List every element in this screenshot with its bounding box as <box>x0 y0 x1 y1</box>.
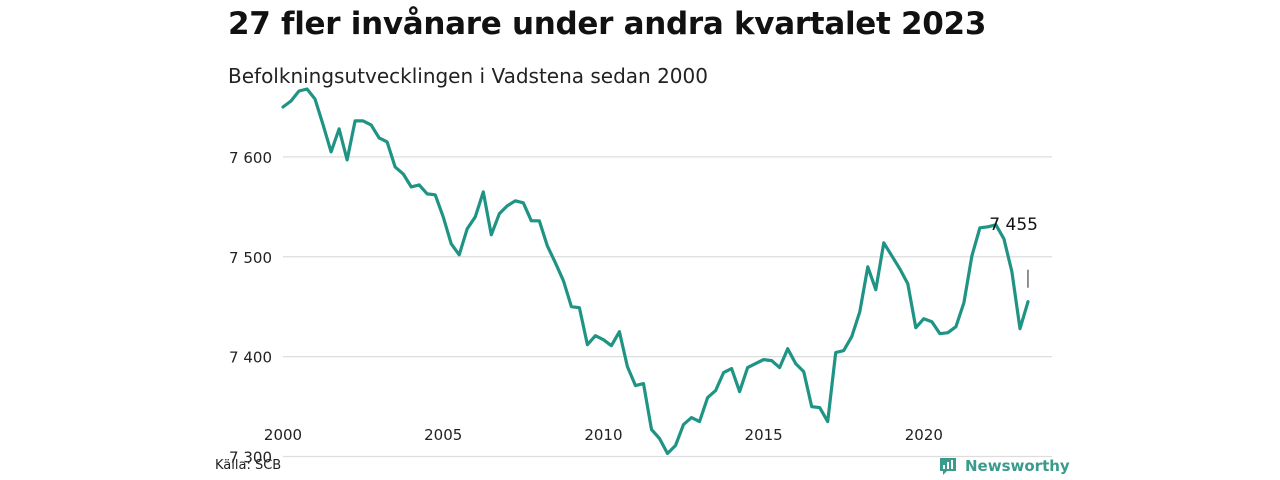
annotation-layer: 7 455 <box>989 215 1038 288</box>
source-note: Källa: SCB <box>215 458 282 473</box>
brand-name: Newsworthy <box>965 457 1070 475</box>
x-axis-ticks: 2000 2005 2010 2015 2020 <box>264 426 943 444</box>
y-tick-label: 7 300 <box>229 449 272 467</box>
x-tick-label: 2005 <box>424 426 462 444</box>
brand-logo[interactable]: Newsworthy <box>938 456 1070 476</box>
y-tick-label: 7 400 <box>229 349 272 367</box>
page-title: 27 fler invånare under andra kvartalet 2… <box>228 6 987 42</box>
series-layer <box>281 87 1030 456</box>
series-line <box>281 87 1030 456</box>
y-axis-ticks: 7 300 7 400 7 500 7 600 <box>229 149 272 467</box>
x-tick-label: 2000 <box>264 426 302 444</box>
x-tick-label: 2015 <box>745 426 783 444</box>
x-tick-label: 2020 <box>905 426 943 444</box>
x-tick-label: 2010 <box>584 426 622 444</box>
y-tick-label: 7 600 <box>229 149 272 167</box>
y-tick-label: 7 500 <box>229 249 272 267</box>
newsworthy-logo-icon <box>940 458 956 475</box>
grid-layer <box>283 156 1052 458</box>
page-subtitle: Befolkningsutvecklingen i Vadstena sedan… <box>228 64 708 88</box>
annotation-label: 7 455 <box>989 215 1038 235</box>
